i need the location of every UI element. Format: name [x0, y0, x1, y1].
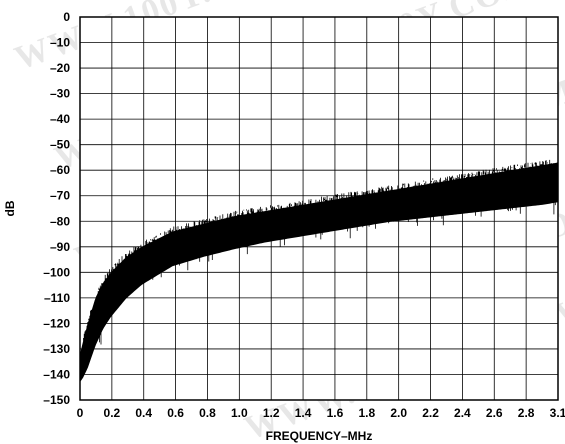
x-tick-label: 1.2	[263, 406, 280, 420]
x-tick-label: 2.0	[390, 406, 407, 420]
y-tick-label: –20	[50, 61, 70, 75]
x-tick-label: 1.4	[295, 406, 312, 420]
y-tick-label: –40	[50, 112, 70, 126]
y-tick-label: –80	[50, 214, 70, 228]
y-tick-label: –50	[50, 138, 70, 152]
y-tick-label: –10	[50, 36, 70, 50]
y-tick-label: –120	[43, 316, 70, 330]
x-tick-label: 2.6	[486, 406, 503, 420]
y-tick-labels: 0 –10 –20 –30 –40 –50 –60 –70 –80 –90 –100 –110 –120…	[43, 10, 70, 407]
y-tick-label: –90	[50, 240, 70, 254]
y-tick-label: –70	[50, 189, 70, 203]
y-tick-label: –110	[44, 291, 70, 305]
y-tick-label: –60	[50, 163, 70, 177]
data-series	[79, 159, 558, 383]
x-tick-label: 2.8	[518, 406, 535, 420]
x-tick-label: 2.2	[422, 406, 439, 420]
y-tick-label: –100	[43, 265, 70, 279]
x-tick-label: 0.6	[167, 406, 184, 420]
x-tick-label: 1.0	[231, 406, 248, 420]
y-tick-label: 0	[63, 10, 70, 24]
x-tick-labels: 0 0.2 0.4 0.6 0.8 1.0 1.2 1.4 1.6 1.8 2.0 2.2 2.4 2.6…	[77, 406, 565, 420]
plot-border	[79, 16, 559, 401]
x-tick-label: 0	[77, 406, 84, 420]
y-tick-label: –130	[43, 342, 70, 356]
x-tick-label: 1.8	[358, 406, 375, 420]
y-tick-label: –30	[50, 87, 70, 101]
x-tick-label: 1.6	[327, 406, 344, 420]
x-tick-label: 0.2	[104, 406, 121, 420]
x-axis-label: FREQUENCY–MHz	[266, 429, 373, 443]
x-tick-label: 2.4	[454, 406, 471, 420]
y-tick-label: –150	[43, 393, 70, 407]
y-axis-label: dB	[3, 200, 17, 216]
x-tick-label: 0.8	[199, 406, 216, 420]
y-tick-label: –140	[43, 367, 70, 381]
x-tick-label: 0.4	[135, 406, 152, 420]
x-tick-label: 3.1	[550, 406, 565, 420]
